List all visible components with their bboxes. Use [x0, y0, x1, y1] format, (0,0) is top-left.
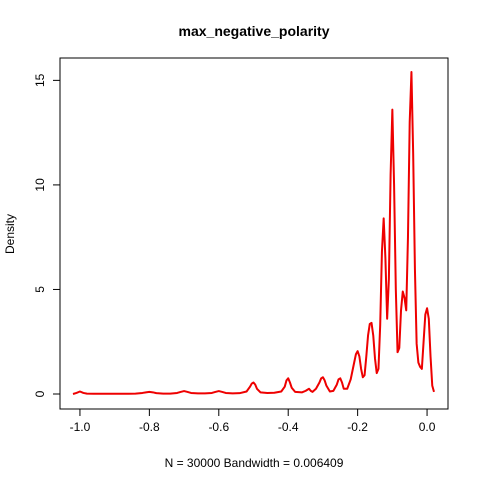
y-axis: 0 5 10 15 [33, 73, 61, 397]
x-axis-label: N = 30000 Bandwidth = 0.006409 [165, 456, 344, 470]
y-tick-label: 5 [33, 286, 47, 293]
density-line [72, 71, 435, 395]
y-tick-label: 15 [33, 73, 47, 87]
x-tick-label: -0.2 [347, 420, 368, 434]
x-tick-label: 0.0 [419, 420, 436, 434]
x-axis: -1.0 -0.8 -0.6 -0.4 -0.2 0.0 [70, 408, 436, 434]
y-tick-label: 0 [33, 390, 47, 397]
x-tick-label: -1.0 [70, 420, 91, 434]
y-tick-label: 10 [33, 178, 47, 192]
x-tick-label: -0.6 [208, 420, 229, 434]
x-tick-label: -0.8 [139, 420, 160, 434]
x-tick-label: -0.4 [278, 420, 299, 434]
chart-title: max_negative_polarity [179, 23, 330, 39]
y-axis-label: Density [3, 214, 17, 254]
